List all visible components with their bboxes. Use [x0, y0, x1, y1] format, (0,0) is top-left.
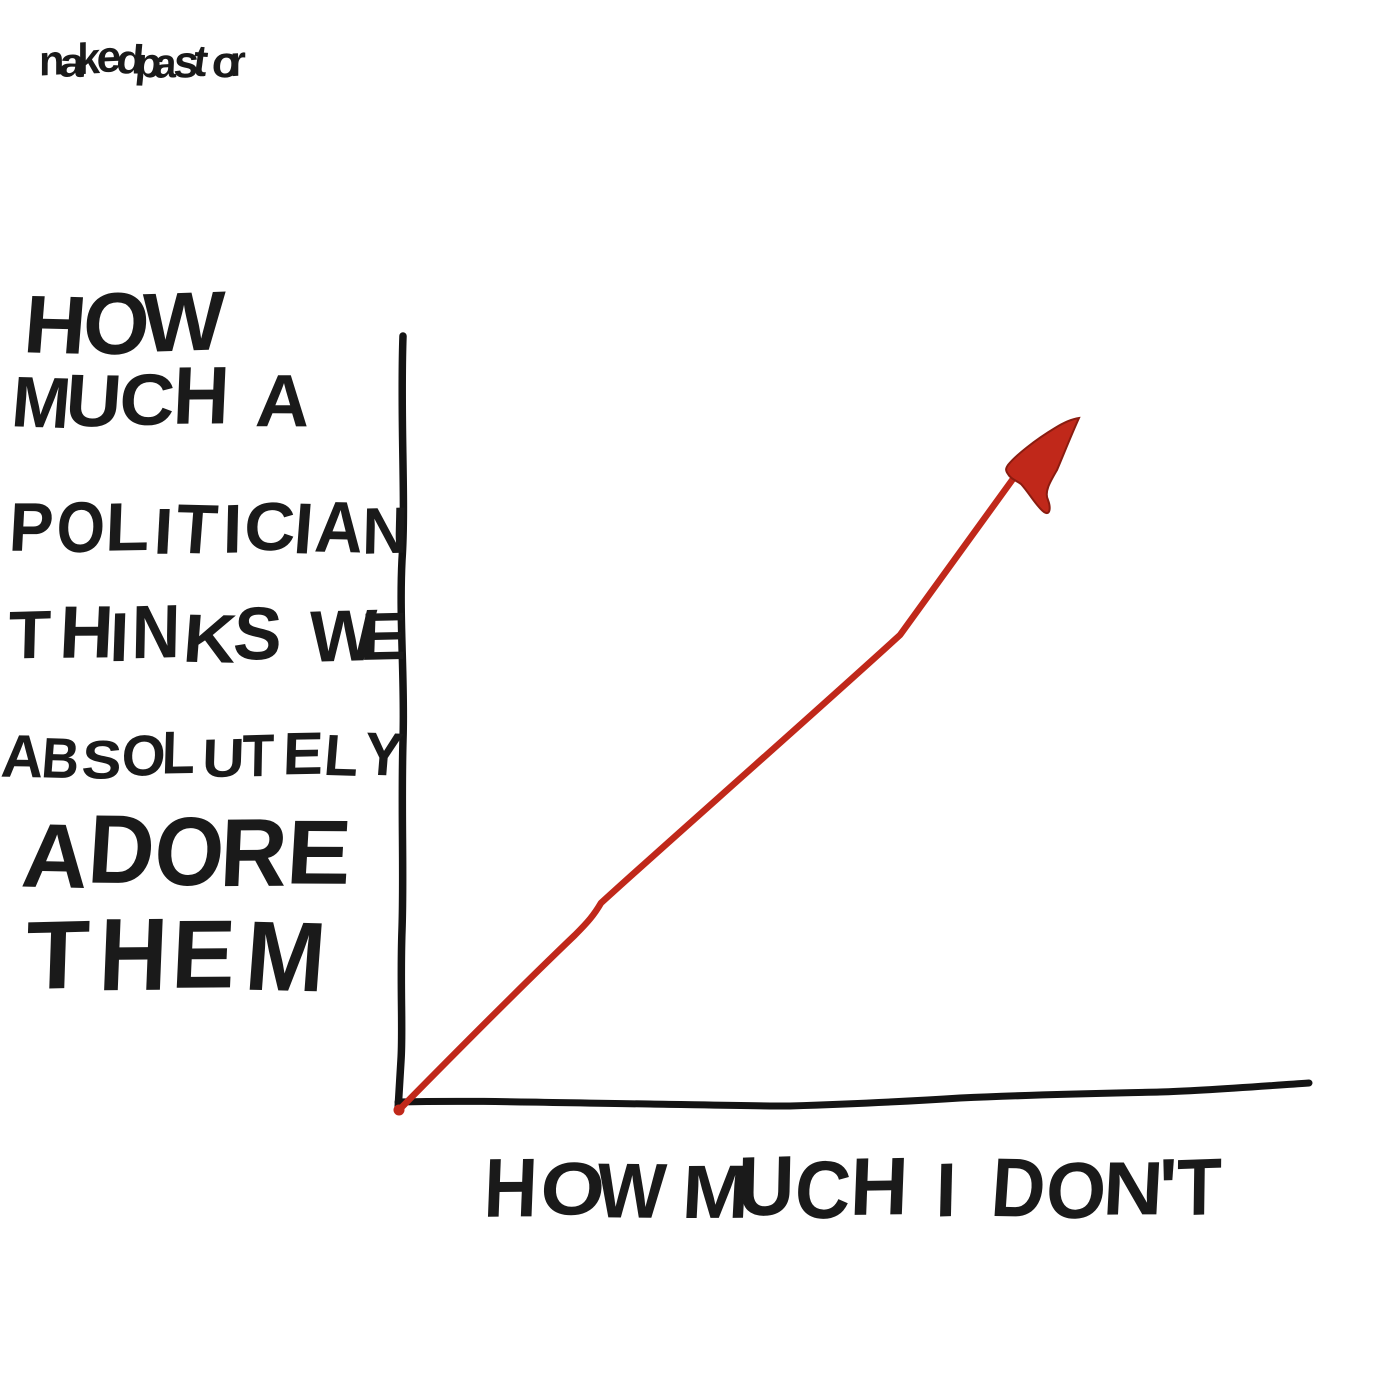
- svg-text:I: I: [935, 1148, 958, 1234]
- svg-text:T: T: [8, 596, 52, 673]
- svg-text:O: O: [121, 724, 167, 789]
- svg-text:R: R: [218, 799, 290, 907]
- svg-text:E: E: [169, 901, 237, 1009]
- svg-text:Y: Y: [362, 719, 406, 789]
- svg-text:r: r: [230, 37, 246, 86]
- svg-text:T: T: [242, 721, 275, 789]
- svg-text:I: I: [152, 496, 175, 569]
- svg-text:T: T: [173, 489, 220, 569]
- svg-text:O: O: [56, 487, 106, 569]
- svg-text:H: H: [482, 1141, 539, 1235]
- svg-text:I: I: [108, 599, 130, 677]
- svg-text:E: E: [359, 598, 408, 674]
- svg-text:N: N: [131, 589, 181, 675]
- svg-text:T: T: [1176, 1142, 1222, 1233]
- svg-text:L: L: [322, 723, 362, 789]
- svg-text:M: M: [242, 900, 330, 1012]
- svg-text:C: C: [117, 358, 177, 440]
- svg-text:U: U: [201, 728, 245, 790]
- svg-text:S: S: [80, 730, 124, 791]
- svg-text:U: U: [63, 359, 125, 443]
- svg-text:C: C: [243, 487, 296, 565]
- svg-text:B: B: [39, 725, 82, 791]
- svg-text:O: O: [1045, 1145, 1107, 1236]
- svg-text:A: A: [254, 359, 313, 443]
- svg-text:A: A: [312, 486, 366, 568]
- svg-text:E: E: [284, 801, 354, 903]
- svg-text:L: L: [104, 488, 151, 566]
- svg-text:W: W: [594, 1147, 669, 1235]
- svg-text:': ': [1157, 1142, 1178, 1236]
- svg-text:H: H: [21, 278, 91, 371]
- svg-text:D: D: [988, 1140, 1048, 1235]
- svg-text:L: L: [161, 719, 196, 787]
- svg-text:E: E: [282, 719, 325, 787]
- svg-text:T: T: [24, 901, 91, 1011]
- svg-text:O: O: [151, 796, 228, 907]
- svg-text:D: D: [85, 795, 158, 905]
- svg-text:H: H: [171, 350, 231, 441]
- svg-text:H: H: [97, 897, 170, 1013]
- svg-text:P: P: [7, 490, 55, 567]
- svg-text:N: N: [1101, 1146, 1166, 1231]
- svg-text:S: S: [231, 591, 285, 675]
- svg-text:A: A: [18, 805, 92, 908]
- svg-text:H: H: [849, 1142, 910, 1234]
- svg-text:H: H: [58, 590, 116, 674]
- svg-text:N: N: [361, 493, 409, 568]
- svg-text:I: I: [222, 490, 243, 568]
- svg-text:U: U: [737, 1139, 796, 1235]
- svg-text:C: C: [792, 1144, 854, 1236]
